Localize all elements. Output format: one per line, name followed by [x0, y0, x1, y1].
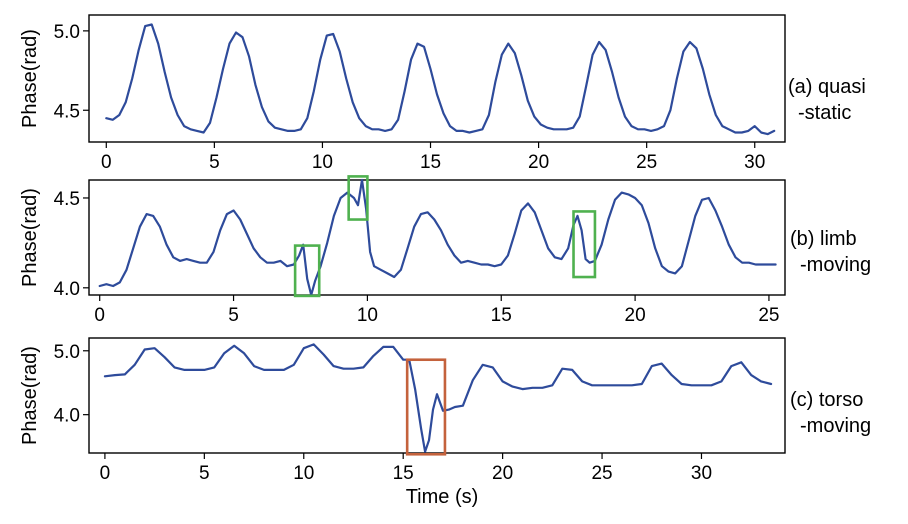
highlight-box [572, 210, 597, 279]
plot-frame [88, 179, 786, 296]
series-line-1 [98, 178, 777, 297]
y-tick-label: 5.0 [54, 342, 80, 363]
x-tick-label: 0 [100, 463, 111, 484]
x-tick-label: 0 [101, 152, 112, 173]
chart-panel-3: 0 5 10 15 20 25 30 5.0 4.0 Phase(rad) (c) torso -mo… [19, 337, 871, 508]
y-tick-label: 4.5 [54, 101, 80, 122]
x-tick-label: 5 [209, 152, 220, 173]
y-axis-label: Phase(rad) [19, 188, 41, 287]
y-tick-label: 4.0 [54, 406, 80, 427]
x-tick-label: 0 [94, 305, 105, 326]
panel-label: -moving [800, 254, 871, 276]
x-tick-label: 20 [492, 463, 513, 484]
x-tick-label: 15 [393, 463, 414, 484]
x-tick-label: 20 [528, 152, 549, 173]
x-tick-label: 10 [312, 152, 333, 173]
x-tick-label: 15 [420, 152, 441, 173]
x-tick-label: 5 [228, 305, 239, 326]
panel-label: (c) torso [790, 389, 863, 411]
y-tick-label: 4.0 [54, 279, 80, 300]
y-tick-label: 4.5 [54, 189, 80, 210]
panel-label: (b) limb [790, 228, 857, 250]
x-tick-label: 10 [357, 305, 378, 326]
y-axis-label: Phase(rad) [19, 29, 41, 128]
highlight-box [405, 358, 447, 456]
panel-label: -moving [800, 415, 871, 437]
panel-label: -static [798, 102, 851, 124]
plot-frame [88, 14, 786, 143]
x-tick-label: 10 [293, 463, 314, 484]
x-tick-label: 20 [625, 305, 646, 326]
series-line-1 [103, 343, 773, 453]
x-tick-label: 25 [636, 152, 657, 173]
series-line-1 [105, 23, 776, 136]
x-tick-label: 30 [691, 463, 712, 484]
x-axis-label: Time (s) [406, 486, 479, 508]
x-tick-label: 15 [491, 305, 512, 326]
y-axis-label: Phase(rad) [19, 346, 41, 445]
highlight-box [347, 175, 369, 221]
panel-label: (a) quasi [788, 76, 866, 98]
chart-panel-2: 0 5 10 15 20 25 4.5 4.0 Phase(rad) (b) limb -movin… [19, 175, 871, 326]
highlight-box [293, 244, 321, 298]
x-tick-label: 25 [758, 305, 779, 326]
y-tick-label: 5.0 [54, 22, 80, 43]
chart-panel-1: 0 5 10 15 20 25 30 5.0 4.5 Phase(rad) (a) quasi -st… [19, 14, 866, 173]
x-tick-label: 5 [199, 463, 210, 484]
x-tick-label: 30 [744, 152, 765, 173]
x-tick-label: 25 [591, 463, 612, 484]
